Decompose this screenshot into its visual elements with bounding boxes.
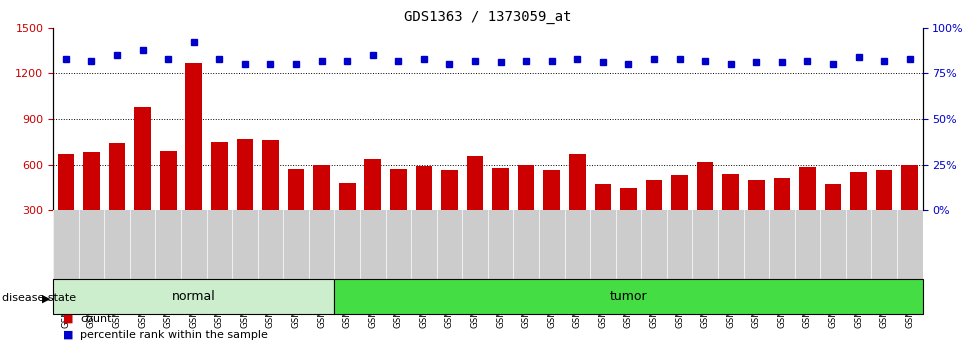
Bar	[339, 183, 355, 256]
Text: GDS1363 / 1373059_at: GDS1363 / 1373059_at	[404, 10, 572, 24]
Bar	[160, 151, 177, 256]
Bar	[671, 175, 688, 256]
Text: ■: ■	[63, 330, 73, 339]
Bar	[901, 166, 918, 256]
Bar	[288, 169, 304, 256]
Bar	[876, 170, 893, 256]
Bar	[53, 279, 334, 314]
Bar	[645, 180, 663, 256]
Bar	[850, 171, 867, 256]
Text: count: count	[80, 314, 112, 324]
Bar	[569, 154, 585, 256]
Bar	[748, 180, 765, 256]
Bar	[185, 63, 202, 256]
Bar	[544, 170, 560, 256]
Bar	[364, 159, 381, 256]
Text: percentile rank within the sample: percentile rank within the sample	[80, 330, 268, 339]
Text: disease state: disease state	[2, 294, 76, 303]
Bar	[313, 166, 330, 256]
Bar	[211, 142, 228, 256]
Bar	[415, 166, 432, 256]
Text: normal: normal	[172, 290, 215, 303]
Bar	[58, 154, 74, 256]
Bar	[493, 168, 509, 256]
Text: ▶: ▶	[43, 294, 50, 303]
Bar	[134, 107, 151, 256]
Bar	[595, 184, 611, 256]
Bar	[825, 184, 841, 256]
Bar	[83, 152, 99, 256]
Text: ■: ■	[63, 314, 73, 324]
Bar	[109, 144, 126, 256]
Text: tumor: tumor	[610, 290, 647, 303]
Bar	[334, 279, 923, 314]
Bar	[620, 188, 637, 256]
Bar	[696, 162, 714, 256]
Bar	[262, 140, 279, 256]
Bar	[774, 178, 790, 256]
Bar	[518, 166, 534, 256]
Bar	[799, 167, 815, 256]
Bar	[467, 156, 483, 256]
Bar	[237, 139, 253, 256]
Bar	[390, 169, 407, 256]
Bar	[723, 174, 739, 256]
Bar	[441, 170, 458, 256]
